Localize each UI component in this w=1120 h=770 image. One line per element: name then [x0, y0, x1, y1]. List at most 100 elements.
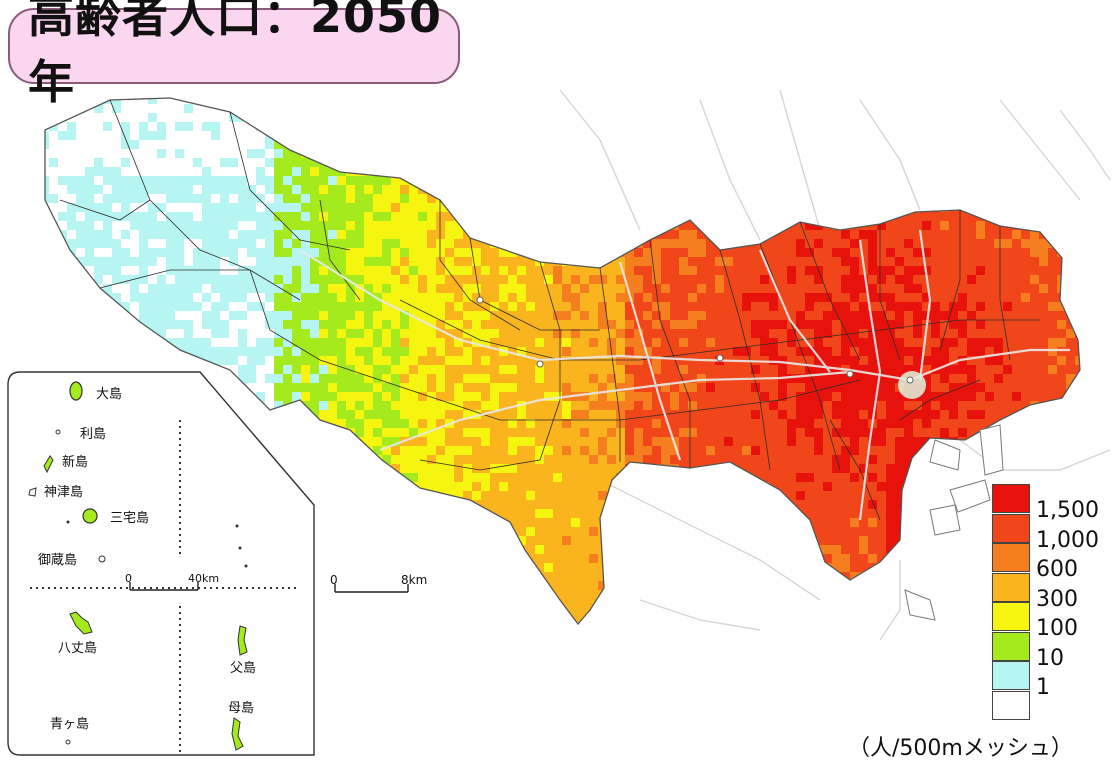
mesh-cell: [643, 491, 652, 500]
mesh-cell: [1057, 149, 1066, 158]
mesh-cell: [967, 176, 976, 185]
mesh-cell: [166, 248, 175, 257]
mesh-cell: [760, 122, 769, 131]
mesh-cell: [76, 221, 85, 230]
mesh-cell: [211, 356, 220, 365]
mesh-cell: [472, 185, 481, 194]
mesh-cell: [319, 428, 328, 437]
mesh-cell: [436, 302, 445, 311]
mesh-cell: [544, 455, 553, 464]
mesh-cell: [949, 257, 958, 266]
mesh-cell: [1057, 158, 1066, 167]
mesh-cell: [517, 302, 526, 311]
mesh-cell: [526, 338, 535, 347]
mesh-cell: [391, 464, 400, 473]
mesh-cell: [787, 311, 796, 320]
mesh-cell: [949, 383, 958, 392]
mesh-cell: [373, 437, 382, 446]
mesh-cell: [868, 500, 877, 509]
mesh-cell: [463, 374, 472, 383]
mesh-cell: [445, 482, 454, 491]
mesh-cell: [868, 131, 877, 140]
mesh-cell: [193, 284, 202, 293]
mesh-cell: [724, 140, 733, 149]
mesh-cell: [1039, 176, 1048, 185]
mesh-cell: [508, 122, 517, 131]
mesh-cell: [229, 185, 238, 194]
mesh-cell: [931, 500, 940, 509]
mesh-cell: [670, 230, 679, 239]
mesh-cell: [580, 194, 589, 203]
mesh-cell: [886, 392, 895, 401]
mesh-cell: [823, 356, 832, 365]
mesh-cell: [535, 104, 544, 113]
mesh-cell: [751, 257, 760, 266]
mesh-cell: [769, 257, 778, 266]
mesh-cell: [544, 365, 553, 374]
mesh-cell: [859, 500, 868, 509]
mesh-cell: [769, 320, 778, 329]
mesh-cell: [796, 473, 805, 482]
mesh-cell: [931, 338, 940, 347]
mesh-cell: [643, 230, 652, 239]
mesh-cell: [436, 464, 445, 473]
mesh-cell: [850, 266, 859, 275]
mesh-cell: [553, 374, 562, 383]
mesh-cell: [751, 239, 760, 248]
mesh-cell: [634, 365, 643, 374]
mesh-cell: [553, 347, 562, 356]
mesh-cell: [121, 203, 130, 212]
mesh-cell: [976, 230, 985, 239]
mesh-cell: [814, 491, 823, 500]
mesh-cell: [796, 221, 805, 230]
mesh-cell: [49, 194, 58, 203]
mesh-cell: [526, 194, 535, 203]
mesh-cell: [544, 374, 553, 383]
mesh-cell: [1057, 185, 1066, 194]
mesh-cell: [886, 185, 895, 194]
mesh-cell: [679, 500, 688, 509]
mesh-cell: [751, 491, 760, 500]
mesh-cell: [913, 257, 922, 266]
mesh-cell: [85, 311, 94, 320]
mesh-cell: [481, 338, 490, 347]
mesh-cell: [1066, 428, 1075, 437]
mesh-cell: [328, 203, 337, 212]
mesh-cell: [472, 491, 481, 500]
mesh-cell: [895, 221, 904, 230]
mesh-cell: [1084, 311, 1093, 320]
mesh-cell: [913, 482, 922, 491]
mesh-cell: [526, 311, 535, 320]
mesh-cell: [994, 275, 1003, 284]
mesh-cell: [454, 230, 463, 239]
mesh-cell: [58, 311, 67, 320]
mesh-cell: [526, 401, 535, 410]
mesh-cell: [868, 194, 877, 203]
mesh-cell: [868, 329, 877, 338]
mesh-cell: [580, 158, 589, 167]
mesh-cell: [976, 347, 985, 356]
mesh-cell: [445, 437, 454, 446]
mesh-cell: [895, 284, 904, 293]
mesh-cell: [481, 140, 490, 149]
mesh-cell: [436, 383, 445, 392]
mesh-cell: [580, 212, 589, 221]
mesh-cell: [661, 401, 670, 410]
mesh-cell: [535, 275, 544, 284]
mesh-cell: [508, 320, 517, 329]
mesh-cell: [607, 419, 616, 428]
mesh-cell: [94, 266, 103, 275]
mesh-cell: [445, 347, 454, 356]
mesh-cell: [778, 221, 787, 230]
mesh-cell: [346, 509, 355, 518]
mesh-cell: [1057, 419, 1066, 428]
mesh-cell: [157, 185, 166, 194]
mesh-cell: [1039, 338, 1048, 347]
mesh-cell: [922, 230, 931, 239]
mesh-cell: [1048, 482, 1057, 491]
mesh-cell: [319, 230, 328, 239]
mesh-cell: [913, 320, 922, 329]
mesh-cell: [319, 482, 328, 491]
mesh-cell: [652, 275, 661, 284]
mesh-cell: [571, 185, 580, 194]
